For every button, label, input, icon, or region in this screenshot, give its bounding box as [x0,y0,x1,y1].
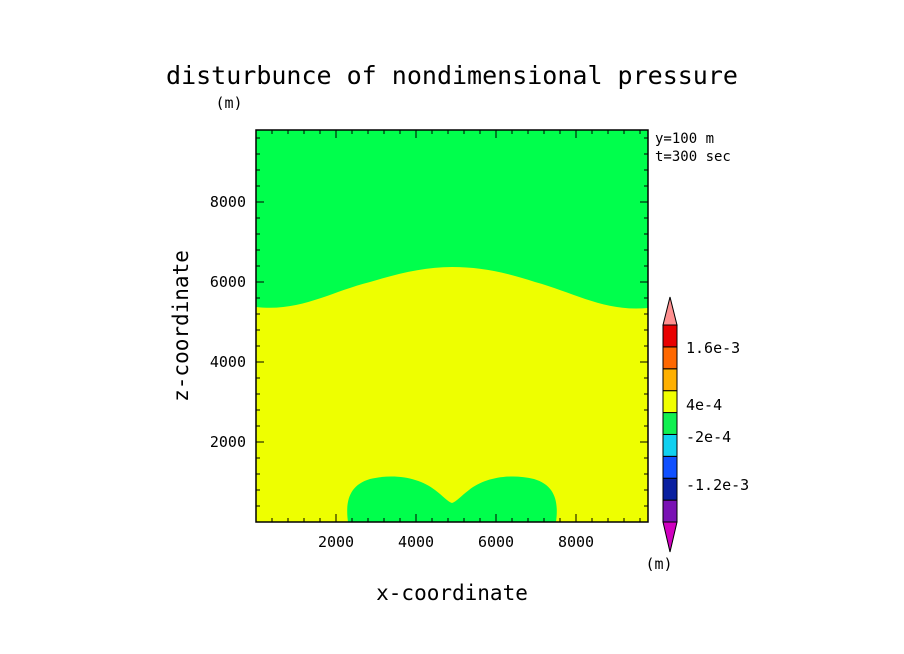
colorbar [662,296,678,553]
y-unit-label: (m) [215,94,242,112]
colorbar-segment [662,390,678,414]
y-tick-label: 8000 [210,193,246,211]
colorbar-segment [662,368,678,392]
x-tick-label: 4000 [398,533,434,551]
x-tick-label: 8000 [558,533,594,551]
y-tick-label: 2000 [210,433,246,451]
axis-tick-labels: 2000 4000 6000 8000 2000 4000 6000 8000 [210,193,594,551]
plot-frame [255,129,649,523]
x-tick-label: 6000 [478,533,514,551]
colorbar-lower-triangle [662,521,678,553]
annotation-y: y=100 m [655,131,714,147]
bottom-green-bubble [347,476,557,522]
colorbar-segment [662,499,678,523]
colorbar-segment [662,433,678,457]
middle-yellow-region [256,267,648,522]
colorbar-segment [662,455,678,479]
y-tick-label: 4000 [210,353,246,371]
y-axis-label: z-coordinate [169,250,193,402]
annotation-t: t=300 sec [655,149,731,165]
colorbar-label-4: -1.2e-3 [686,476,749,494]
colorbar-upper-triangle [662,296,678,326]
chart-title: disturbunce of nondimensional pressure [166,61,738,90]
axis-ticks [256,130,648,522]
colorbar-label-3: -2e-4 [686,428,731,446]
colorbar-segment [662,412,678,435]
colorbar-label-1: 1.6e-3 [686,339,740,357]
colorbar-label-2: 4e-4 [686,396,722,414]
colorbar-segment [662,324,678,348]
y-tick-label: 6000 [210,273,246,291]
colorbar-segment [662,346,678,370]
colorbar-segment [662,477,678,501]
plot-area [255,129,649,523]
x-axis-label: x-coordinate [376,581,528,605]
x-tick-label: 2000 [318,533,354,551]
colorbar-unit: (m) [645,555,672,573]
